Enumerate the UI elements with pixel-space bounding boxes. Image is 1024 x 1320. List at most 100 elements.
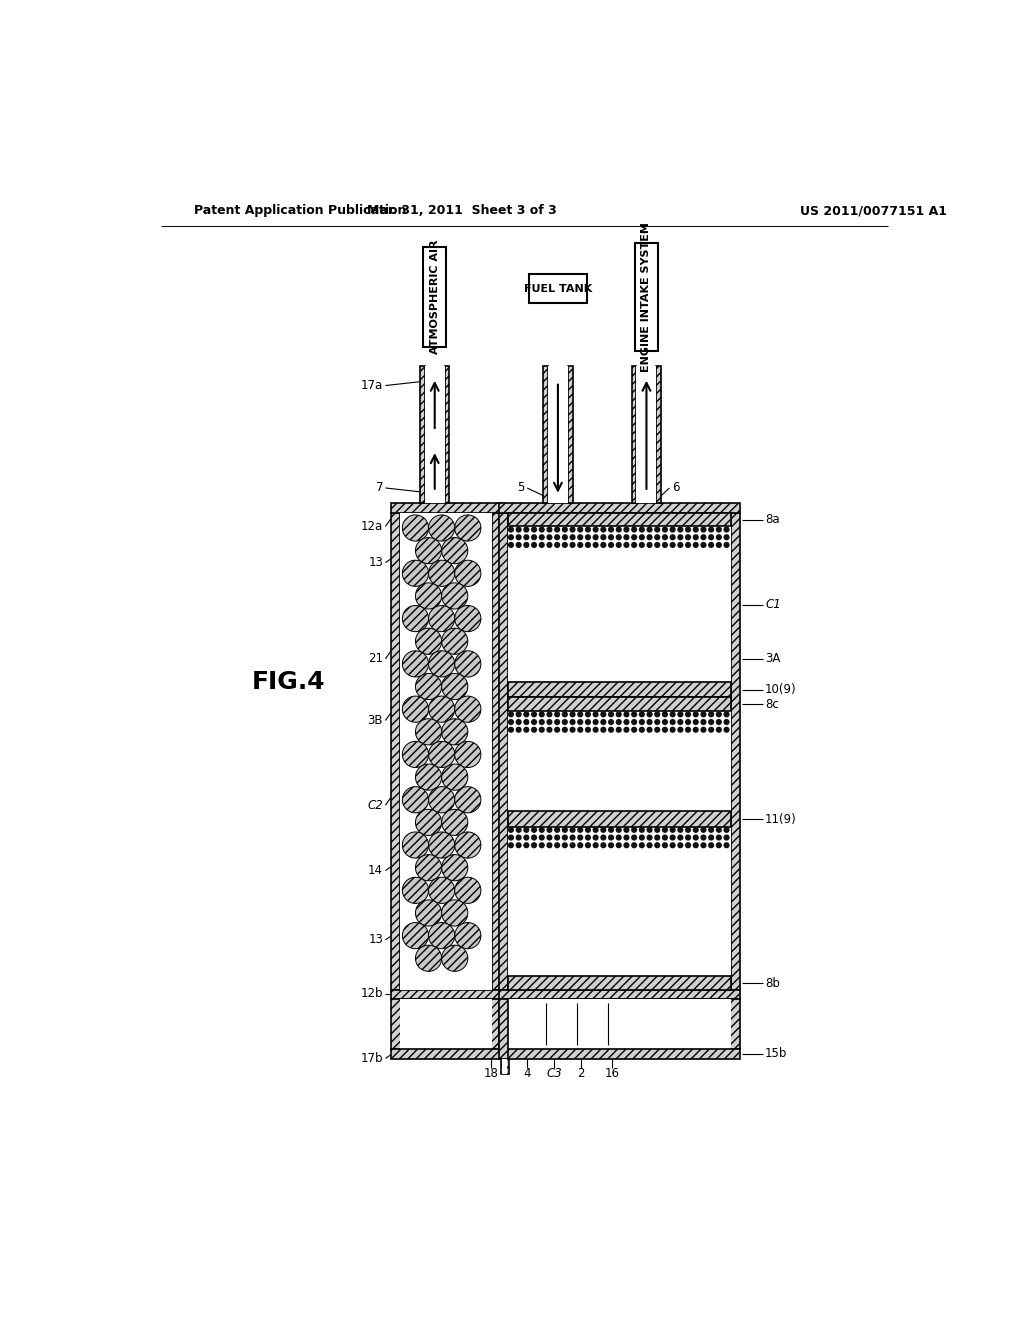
Bar: [499, 999, 508, 1059]
Circle shape: [531, 842, 538, 849]
Circle shape: [600, 826, 606, 833]
Circle shape: [670, 527, 676, 532]
Circle shape: [708, 726, 714, 733]
Text: 18: 18: [483, 1068, 499, 1081]
Circle shape: [562, 711, 568, 718]
Text: 8c: 8c: [765, 698, 779, 711]
Circle shape: [662, 535, 668, 540]
Circle shape: [531, 535, 538, 540]
Circle shape: [593, 535, 599, 540]
Circle shape: [600, 535, 606, 540]
Circle shape: [547, 826, 553, 833]
Circle shape: [429, 515, 455, 541]
Circle shape: [608, 535, 614, 540]
Circle shape: [654, 527, 660, 532]
Circle shape: [615, 834, 622, 841]
Circle shape: [639, 527, 645, 532]
Text: 7: 7: [376, 482, 383, 495]
Circle shape: [531, 527, 538, 532]
Circle shape: [402, 651, 429, 677]
Circle shape: [662, 711, 668, 718]
Circle shape: [708, 541, 714, 548]
Bar: [508, 711, 731, 733]
Circle shape: [685, 726, 691, 733]
Circle shape: [654, 719, 660, 725]
Circle shape: [547, 726, 553, 733]
Bar: [508, 512, 731, 990]
Circle shape: [508, 535, 514, 540]
Circle shape: [716, 719, 722, 725]
Circle shape: [523, 826, 529, 833]
Circle shape: [515, 842, 521, 849]
Bar: [508, 682, 731, 697]
Circle shape: [600, 541, 606, 548]
Circle shape: [624, 726, 630, 733]
Circle shape: [600, 726, 606, 733]
Bar: [391, 512, 400, 990]
Circle shape: [692, 834, 698, 841]
Circle shape: [615, 719, 622, 725]
Circle shape: [700, 719, 707, 725]
Text: 13: 13: [369, 556, 383, 569]
Circle shape: [646, 527, 652, 532]
Circle shape: [402, 606, 429, 632]
Circle shape: [547, 541, 553, 548]
Circle shape: [593, 842, 599, 849]
Text: 11(9): 11(9): [765, 813, 797, 825]
Circle shape: [615, 826, 622, 833]
Circle shape: [654, 842, 660, 849]
Circle shape: [508, 711, 514, 718]
Text: C3: C3: [546, 1068, 562, 1081]
Circle shape: [692, 527, 698, 532]
Circle shape: [646, 826, 652, 833]
Circle shape: [547, 719, 553, 725]
Circle shape: [416, 537, 441, 564]
Circle shape: [708, 719, 714, 725]
Circle shape: [562, 527, 568, 532]
Circle shape: [429, 560, 455, 586]
Circle shape: [554, 826, 560, 833]
Circle shape: [600, 842, 606, 849]
Circle shape: [554, 719, 560, 725]
Text: 17b: 17b: [360, 1052, 383, 1065]
Circle shape: [416, 583, 441, 609]
Bar: [508, 697, 731, 711]
Circle shape: [593, 719, 599, 725]
Circle shape: [624, 711, 630, 718]
Circle shape: [523, 541, 529, 548]
Circle shape: [508, 842, 514, 849]
Bar: [548, 367, 568, 503]
Circle shape: [402, 787, 429, 813]
Circle shape: [455, 651, 481, 677]
Circle shape: [547, 834, 553, 841]
Circle shape: [539, 541, 545, 548]
Circle shape: [724, 535, 730, 540]
Circle shape: [593, 527, 599, 532]
Circle shape: [700, 711, 707, 718]
Circle shape: [608, 541, 614, 548]
Circle shape: [646, 726, 652, 733]
Circle shape: [441, 854, 468, 880]
Circle shape: [677, 711, 683, 718]
Circle shape: [416, 900, 441, 927]
Circle shape: [639, 719, 645, 725]
Circle shape: [724, 726, 730, 733]
Circle shape: [615, 711, 622, 718]
Circle shape: [700, 826, 707, 833]
Circle shape: [631, 711, 637, 718]
Circle shape: [429, 696, 455, 722]
Circle shape: [631, 726, 637, 733]
Circle shape: [624, 527, 630, 532]
Bar: [391, 1049, 740, 1059]
Circle shape: [441, 900, 468, 927]
Text: C2: C2: [368, 799, 383, 812]
Circle shape: [539, 535, 545, 540]
Circle shape: [523, 842, 529, 849]
Text: US 2011/0077151 A1: US 2011/0077151 A1: [801, 205, 947, 218]
Circle shape: [531, 726, 538, 733]
Bar: [493, 512, 502, 990]
Bar: [568, 367, 572, 503]
Circle shape: [600, 834, 606, 841]
Bar: [444, 367, 450, 503]
Circle shape: [685, 711, 691, 718]
